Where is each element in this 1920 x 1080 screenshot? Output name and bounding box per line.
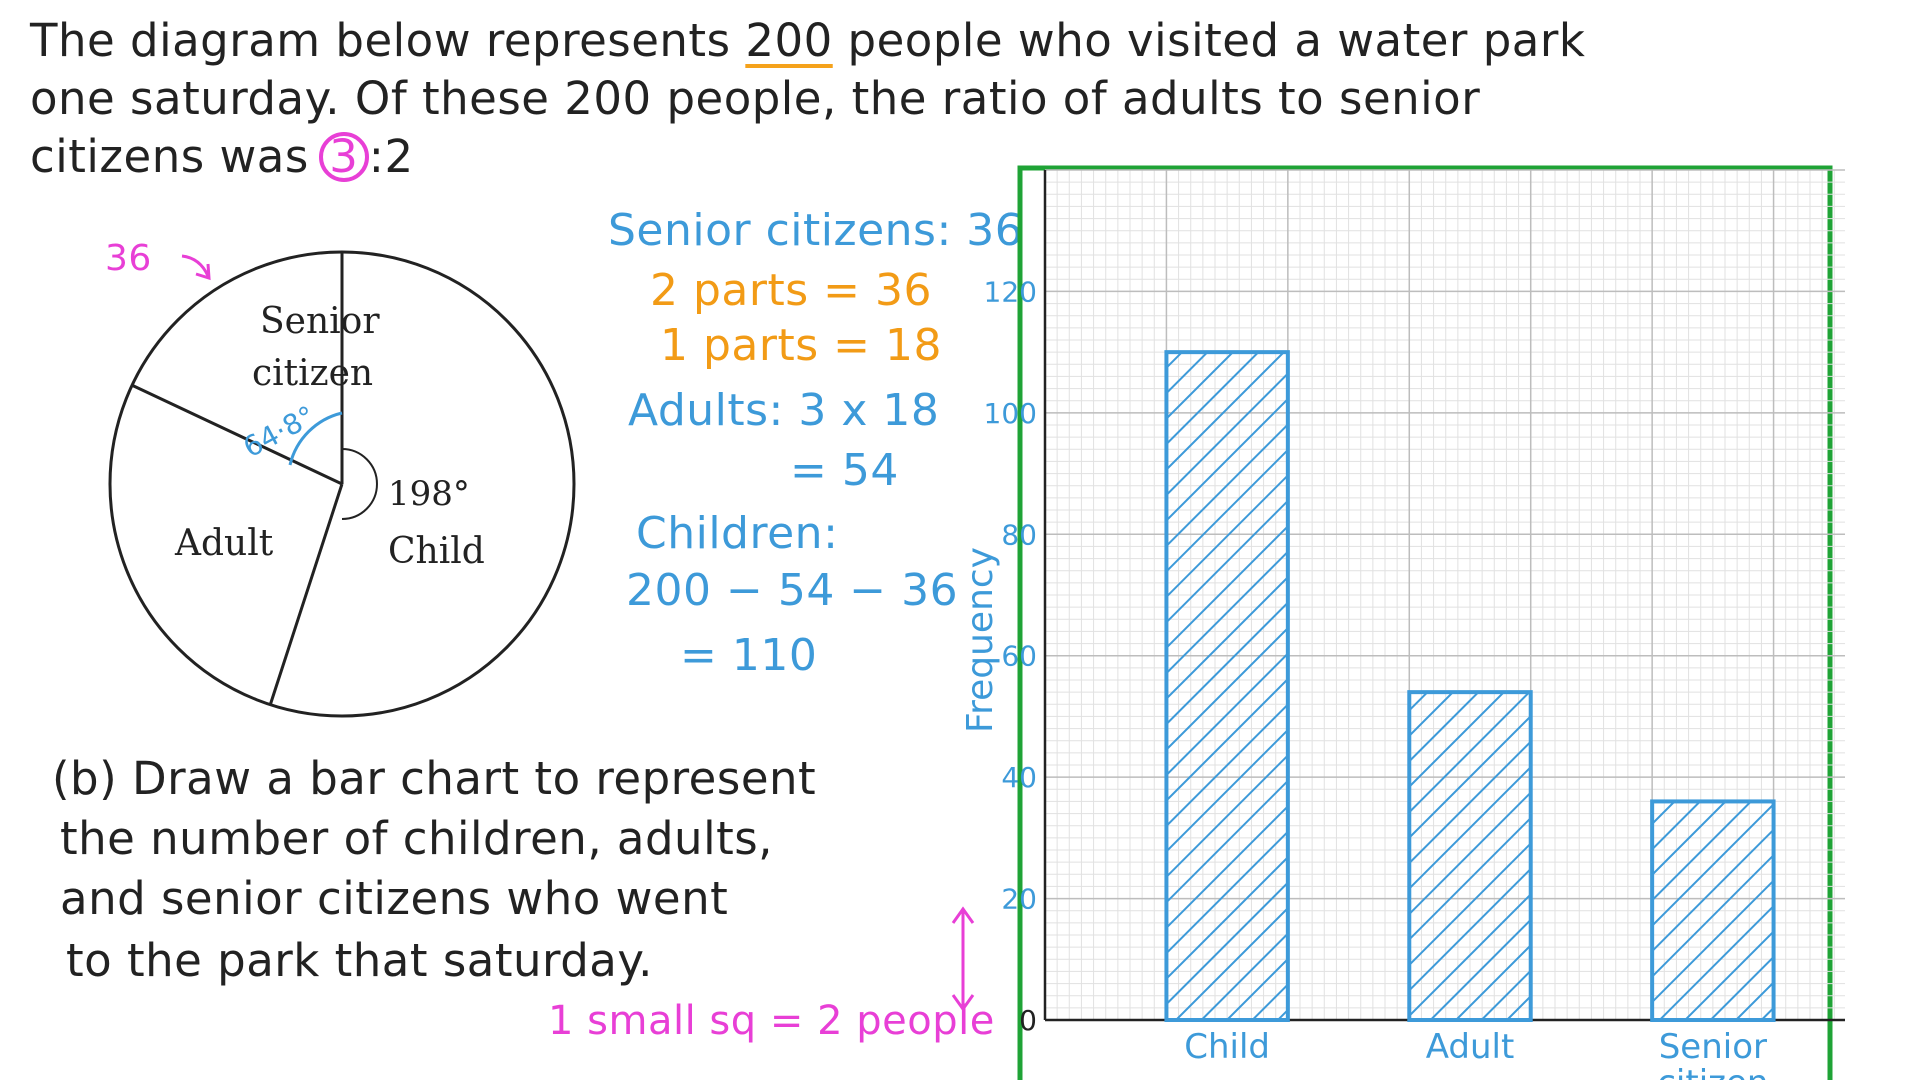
- bar-adult: [1407, 690, 1533, 1023]
- y-tick-label: 100: [984, 397, 1037, 430]
- label-adult: Adult: [174, 523, 274, 564]
- ratio-circled-three: 3: [318, 132, 369, 182]
- y-tick-label: 80: [1001, 518, 1037, 551]
- scale-note: 1 small sq = 2 people: [548, 998, 995, 1044]
- problem-text-1a: The diagram below represents: [30, 14, 731, 67]
- part-b-line-2: the number of children, adults,: [60, 812, 773, 865]
- problem-text-3a: citizens was: [30, 130, 309, 183]
- y-tick-label: 20: [1001, 883, 1037, 916]
- total-people: 200: [745, 14, 833, 67]
- x-tick-label: Child: [1184, 1027, 1270, 1067]
- y-tick-label: 0: [1019, 1004, 1037, 1037]
- y-tick-labels: 0 20 40 60 80 100 120: [984, 275, 1037, 1037]
- part-b-line-3: and senior citizens who went: [60, 872, 729, 925]
- working-two-parts: 2 parts = 36: [650, 265, 932, 316]
- bars: [1164, 350, 1776, 1023]
- senior-angle-arc: [288, 411, 343, 466]
- y-tick-label: 120: [984, 275, 1037, 308]
- part-b-line-1: (b) Draw a bar chart to represent: [52, 752, 817, 805]
- problem-line-3: citizens was 3:2: [30, 130, 414, 183]
- y-axis-label: Frequency: [960, 547, 1001, 733]
- child-angle-arc: [341, 448, 378, 520]
- annotation-arrow-icon: [181, 254, 211, 281]
- working-one-part: 1 parts = 18: [660, 320, 942, 371]
- pie-sector-boundary: [268, 483, 344, 706]
- working-children-1: Children:: [636, 508, 839, 559]
- problem-text-1b: people who visited a water park: [847, 14, 1586, 67]
- problem-line-2: one saturday. Of these 200 people, the r…: [30, 72, 1481, 125]
- working-adults-1: Adults: 3 x 18: [628, 385, 940, 436]
- pie-sectors: [108, 250, 576, 718]
- x-tick-label: Adult: [1426, 1027, 1515, 1067]
- y-tick-label: 60: [1001, 640, 1037, 673]
- bar-senior-citizen: [1650, 799, 1776, 1023]
- child-angle-label: 198°: [388, 474, 470, 514]
- senior-count-annotation: 36: [105, 238, 152, 279]
- working-children-3: = 110: [680, 630, 818, 681]
- x-tick-label: citizen: [1657, 1063, 1768, 1080]
- part-b-line-4: to the park that saturday.: [66, 934, 653, 987]
- label-senior-line2: citizen: [252, 353, 373, 394]
- working-adults-2: = 54: [790, 445, 899, 496]
- scale-arrow-icon: [951, 906, 975, 1012]
- y-tick-label: 40: [1001, 761, 1037, 794]
- pie-sector-boundary: [131, 383, 343, 486]
- chart-frame: [1017, 165, 1833, 1080]
- problem-line-1: The diagram below represents 200 people …: [30, 14, 1585, 67]
- pie-chart: Senior citizen 64·8° 198° Child Adult: [108, 250, 576, 718]
- bar-child: [1164, 350, 1290, 1022]
- x-tick-label: Senior: [1659, 1027, 1767, 1067]
- ratio-rest: :2: [368, 130, 414, 183]
- label-senior-line1: Senior: [260, 301, 380, 342]
- working-children-2: 200 − 54 − 36: [626, 565, 959, 616]
- working-senior: Senior citizens: 36: [608, 205, 1024, 256]
- label-child: Child: [388, 531, 485, 572]
